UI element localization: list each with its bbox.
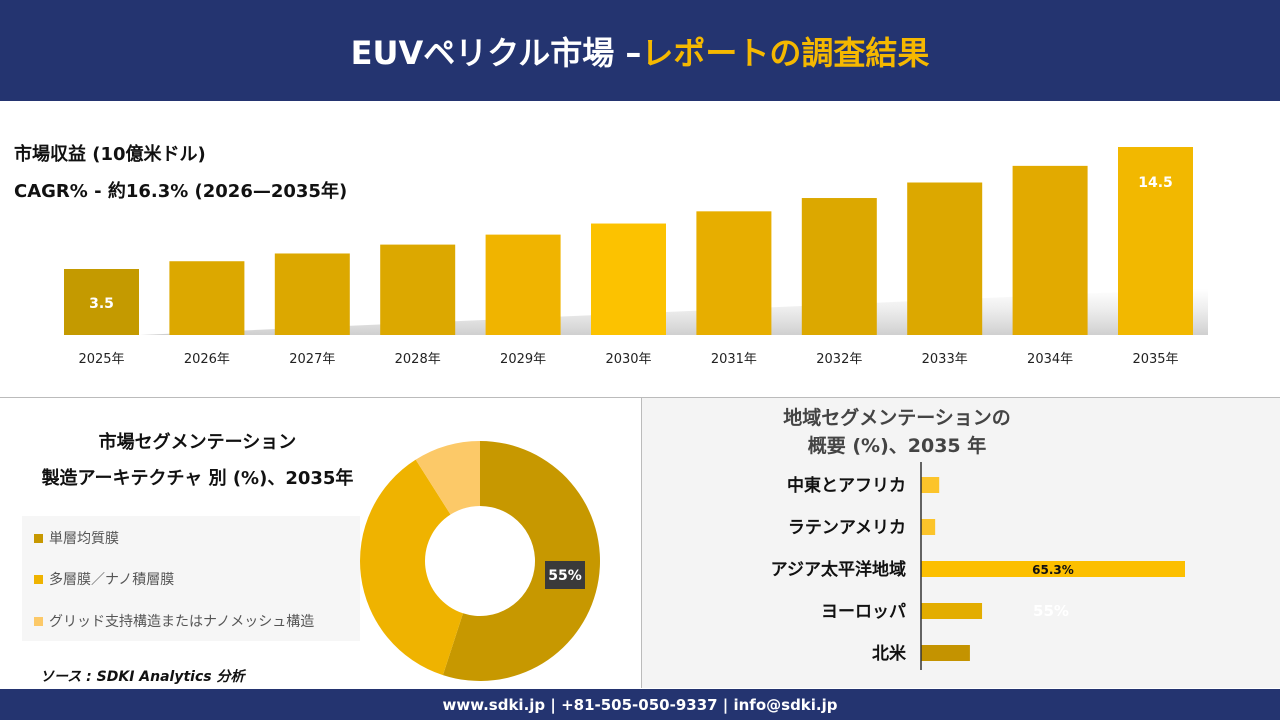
title-main: EUVペリクル市場 –: [350, 33, 642, 72]
year-tick-label: 2027年: [289, 352, 335, 367]
revenue-bar: [380, 244, 456, 335]
header-banner: EUVペリクル市場 – レポートの調査結果: [0, 0, 1280, 101]
revenue-bar-chart: 2025年 3.5 2026年 2027年 2028年 2029年 2030年 2031年 20…: [64, 147, 1208, 367]
year-tick-label: 2025年: [78, 352, 124, 367]
year-tick-label: 2033年: [922, 352, 968, 367]
revenue-bar: [907, 182, 983, 335]
donut-slice: [359, 459, 464, 676]
legend-label: 単層均質膜: [49, 531, 119, 547]
donut-slice: [415, 441, 480, 515]
revenue-bar: [1012, 165, 1088, 335]
year-tick-label: 2031年: [711, 352, 757, 367]
legend-item: グリッド支持構造またはナノメッシュ構造: [34, 611, 314, 631]
segment-donut-chart: 55%: [359, 441, 600, 681]
revenue-bar: [169, 261, 245, 335]
footer-contact: www.sdki.jp | +81-505-050-9337 | info@sd…: [0, 689, 1280, 720]
legend-item: 多層膜／ナノ積層膜: [34, 569, 174, 589]
year-tick-label: 2034年: [1027, 352, 1073, 367]
region-panel: [641, 398, 1280, 688]
segment-title-1: 市場セグメンテーション: [98, 432, 297, 453]
region-title: 地域セグメンテーションの 概要 (%)、2035 年: [641, 404, 1153, 460]
year-tick-label: 2030年: [605, 352, 651, 367]
region-label: 北米: [872, 643, 907, 664]
year-tick-label: 2026年: [184, 352, 230, 367]
revenue-bar: [274, 253, 350, 335]
pie-legend: 単層均質膜 多層膜／ナノ積層膜 グリッド支持構造またはナノメッシュ構造: [22, 516, 360, 641]
revenue-bar: [696, 211, 772, 335]
region-label: アジア太平洋地域: [771, 559, 906, 580]
revenue-bar: [64, 269, 139, 335]
region-bar: [921, 561, 1185, 577]
segment-title-2: 製造アーキテクチャ 別 (%)、2035年: [41, 468, 354, 489]
divider: [0, 397, 1280, 398]
legend-item: 単層均質膜: [34, 528, 119, 548]
legend-label: 多層膜／ナノ積層膜: [49, 572, 175, 588]
region-bar: [921, 645, 970, 661]
region-bar: [921, 519, 936, 535]
year-tick-label: 2028年: [395, 352, 441, 367]
year-tick-label: 2035年: [1132, 352, 1178, 367]
region-data-label: 65.3%: [1032, 563, 1074, 577]
revenue-bar: [591, 223, 666, 335]
region-label: ラテンアメリカ: [788, 518, 906, 538]
revenue-bar: [801, 198, 877, 335]
legend-label: グリッド支持構造またはナノメッシュ構造: [49, 614, 315, 630]
slice-data-label: 55%: [548, 568, 582, 584]
source-note: ソース : SDKI Analytics 分析: [40, 669, 245, 685]
legend-swatch: [34, 616, 43, 626]
revenue-bar: [485, 234, 561, 335]
region-title-2: 概要 (%)、2035 年: [807, 435, 987, 457]
bar-data-label: 3.5: [89, 296, 114, 312]
region-label: 中東とアフリカ: [787, 475, 906, 496]
region-bar: [921, 477, 940, 493]
overlay-label: 55%: [1033, 602, 1069, 620]
metric-label: 市場収益 (10億米ドル): [14, 144, 206, 165]
region-label: ヨーロッパ: [821, 602, 906, 622]
legend-swatch: [34, 574, 43, 584]
bar-data-label: 14.5: [1138, 175, 1173, 191]
donut-slice: [442, 441, 600, 681]
year-tick-label: 2032年: [816, 352, 862, 367]
cagr-label: CAGR% - 約16.3% (2026—2035年): [14, 181, 348, 202]
legend-swatch: [34, 533, 43, 543]
region-bar: [921, 603, 983, 619]
region-title-1: 地域セグメンテーションの: [783, 407, 1011, 429]
revenue-bar: [1118, 147, 1193, 335]
slice-label-box: [545, 561, 585, 589]
title-highlight: レポートの調査結果: [641, 33, 930, 72]
year-tick-label: 2029年: [500, 352, 546, 367]
